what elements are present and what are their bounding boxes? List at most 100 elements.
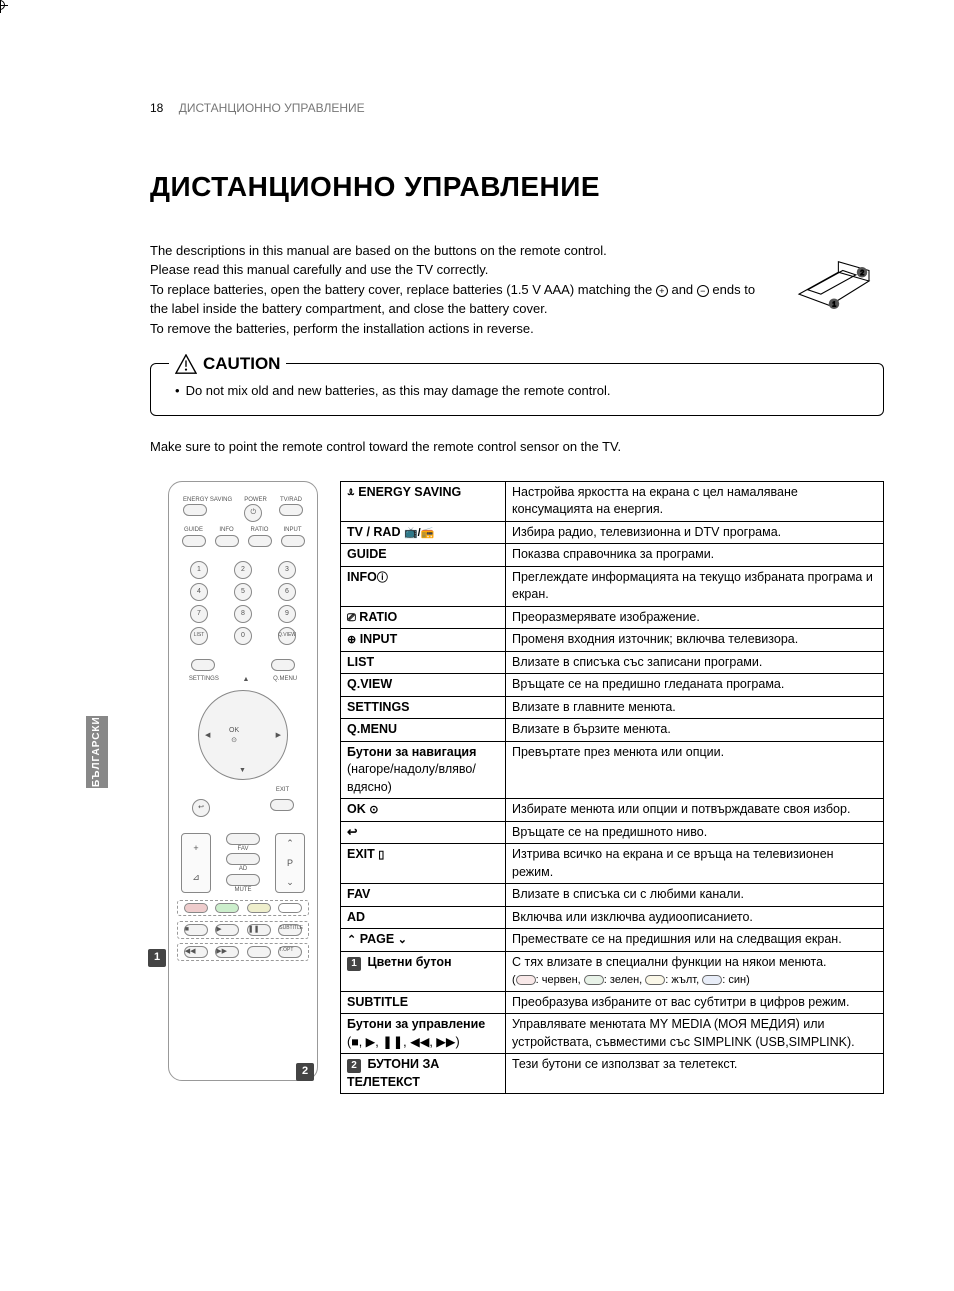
table-row: Q.VIEWВръщате се на предишно гледаната п… (341, 674, 884, 697)
rl-ratio: RATIO (248, 526, 272, 534)
table-row: LISTВлизате в списъка със записани прогр… (341, 651, 884, 674)
table-desc-cell: Преобразува избраните от вас субтитри в … (506, 991, 884, 1014)
table-desc-cell: Включва или изключва аудиоописанието. (506, 906, 884, 929)
intro-block: The descriptions in this manual are base… (150, 241, 884, 339)
rl-subtitle: SUBTITLE (278, 924, 302, 936)
table-desc-cell: Влизате в бързите менюта. (506, 719, 884, 742)
svg-text:1: 1 (832, 301, 836, 308)
table-key-cell: INFOⓘ (341, 566, 506, 606)
rl-mute: MUTE (226, 886, 260, 894)
table-desc-cell: С тях влизате в специални функции на няк… (506, 951, 884, 991)
intro-line1: The descriptions in this manual are base… (150, 243, 607, 258)
callout-badge-1: 1 (148, 949, 166, 967)
rl-fwd: ▶▶ (215, 946, 239, 958)
table-desc-cell: Връщате се на предишно гледаната програм… (506, 674, 884, 697)
battery-diagram: 2 1 (784, 241, 884, 321)
rl-exit: EXIT (276, 786, 289, 794)
descriptions-table: ꕊ ENERGY SAVINGНастройва яркостта на екр… (340, 481, 884, 1095)
rl-energy: ENERGY SAVING (183, 496, 232, 504)
numqview: Q.VIEW (278, 627, 296, 645)
table-key-cell: ⌃ PAGE ⌄ (341, 929, 506, 952)
num8: 8 (234, 605, 252, 623)
table-key-cell: LIST (341, 651, 506, 674)
table-desc-cell: Променя входния източник; включва телеви… (506, 629, 884, 652)
table-row: Бутони за управление(■, ▶, ❚❚, ◀◀, ▶▶)Уп… (341, 1014, 884, 1054)
running-header: 18 ДИСТАНЦИОННО УПРАВЛЕНИЕ (150, 100, 884, 117)
table-row: ꕊ ENERGY SAVINGНастройва яркостта на екр… (341, 481, 884, 521)
table-desc-cell: Връщате се на предишното ниво. (506, 821, 884, 844)
rl-voldn: ⊿ (192, 871, 200, 884)
table-key-cell: Q.MENU (341, 719, 506, 742)
main-row: 1 ENERGY SAVING POWER⏻ TV/RAD GUIDE INFO… (150, 481, 884, 1095)
table-row: Q.MENUВлизате в бързите менюта. (341, 719, 884, 742)
rl-tvrad: TV/RAD (279, 496, 303, 504)
num2: 2 (234, 561, 252, 579)
table-desc-cell: Превъртате през менюта или опции. (506, 741, 884, 799)
table-key-cell: FAV (341, 884, 506, 907)
rl-guide: GUIDE (182, 526, 206, 534)
table-row: GUIDEПоказва справочника за програми. (341, 544, 884, 567)
table-key-cell: ↩ (341, 821, 506, 844)
callout-badge-2: 2 (296, 1063, 314, 1081)
table-desc-cell: Влизате в списъка със записани програми. (506, 651, 884, 674)
table-key-cell: OK ⊙ (341, 799, 506, 822)
rl-play: ▶ (215, 924, 239, 936)
table-key-cell: 2 БУТОНИ ЗА ТЕЛЕТЕКСТ (341, 1054, 506, 1094)
table-key-cell: GUIDE (341, 544, 506, 567)
table-row: OK ⊙Избирате менюта или опции и потвържд… (341, 799, 884, 822)
table-desc-cell: Влизате в главните менюта. (506, 696, 884, 719)
table-key-cell: TV / RAD 📺/📻 (341, 521, 506, 544)
num4: 4 (190, 583, 208, 601)
table-row: SUBTITLEПреобразува избраните от вас суб… (341, 991, 884, 1014)
caution-triangle-icon (175, 354, 197, 374)
rl-settings: SETTINGS (189, 675, 219, 685)
table-row: TV / RAD 📺/📻Избира радио, телевизионна и… (341, 521, 884, 544)
table-row: 2 БУТОНИ ЗА ТЕЛЕТЕКСТТези бутони се изпо… (341, 1054, 884, 1094)
numlist: LIST (190, 627, 208, 645)
plus-icon: + (656, 285, 668, 297)
rl-back: ↩ (192, 799, 210, 817)
rl-ad: AD (226, 865, 260, 873)
num6: 6 (278, 583, 296, 601)
table-row: ⊕ INPUTПроменя входния източник; включва… (341, 629, 884, 652)
table-desc-cell: Преглеждате информацията на текущо избра… (506, 566, 884, 606)
table-row: Бутони за навигация(нагоре/надолу/вляво/… (341, 741, 884, 799)
rl-pause: ❚❚ (247, 924, 271, 936)
table-desc-cell: Премествате се на предишния или на следв… (506, 929, 884, 952)
intro-line2: Please read this manual carefully and us… (150, 262, 488, 277)
table-desc-cell: Избирате менюта или опции и потвърждават… (506, 799, 884, 822)
table-row: ⌃ PAGE ⌄Премествате се на предишния или … (341, 929, 884, 952)
table-row: 1 Цветни бутонС тях влизате в специални … (341, 951, 884, 991)
table-desc-cell: Преоразмерявате изображение. (506, 606, 884, 629)
table-key-cell: EXIT ▯ (341, 844, 506, 884)
table-key-cell: Бутони за управление(■, ▶, ❚❚, ◀◀, ▶▶) (341, 1014, 506, 1054)
page-title: ДИСТАНЦИОННО УПРАВЛЕНИЕ (150, 167, 884, 206)
table-key-cell: 1 Цветни бутон (341, 951, 506, 991)
remote-illustration: ENERGY SAVING POWER⏻ TV/RAD GUIDE INFO R… (168, 481, 318, 1081)
crop-mark-top (0, 0, 5, 10)
table-key-cell: SUBTITLE (341, 991, 506, 1014)
num5: 5 (234, 583, 252, 601)
num0: 0 (234, 627, 252, 645)
num3: 3 (278, 561, 296, 579)
table-key-cell: ⊕ INPUT (341, 629, 506, 652)
table-desc-cell: Изтрива всичко на екрана и се връща на т… (506, 844, 884, 884)
table-row: FAVВлизате в списъка си с любими канали. (341, 884, 884, 907)
table-row: ↩Връщате се на предишното ниво. (341, 821, 884, 844)
table-desc-cell: Влизате в списъка си с любими канали. (506, 884, 884, 907)
caution-box: CAUTION Do not mix old and new batteries… (150, 363, 884, 415)
intro-line4: To remove the batteries, perform the ins… (150, 321, 534, 336)
rl-fav: FAV (226, 845, 260, 853)
rl-p: P (287, 857, 293, 870)
table-desc-cell: Тези бутони се използват за телетекст. (506, 1054, 884, 1094)
table-key-cell: Q.VIEW (341, 674, 506, 697)
table-desc-cell: Избира радио, телевизионна и DTV програм… (506, 521, 884, 544)
minus-icon: − (697, 285, 709, 297)
note-line: Make sure to point the remote control to… (150, 438, 884, 456)
running-head-text: ДИСТАНЦИОННО УПРАВЛЕНИЕ (179, 101, 365, 115)
svg-text:2: 2 (860, 270, 864, 277)
remote-column: 1 ENERGY SAVING POWER⏻ TV/RAD GUIDE INFO… (150, 481, 320, 1081)
table-key-cell: SETTINGS (341, 696, 506, 719)
intro-line3a: To replace batteries, open the battery c… (150, 282, 656, 297)
rl-power: POWER (244, 496, 267, 504)
